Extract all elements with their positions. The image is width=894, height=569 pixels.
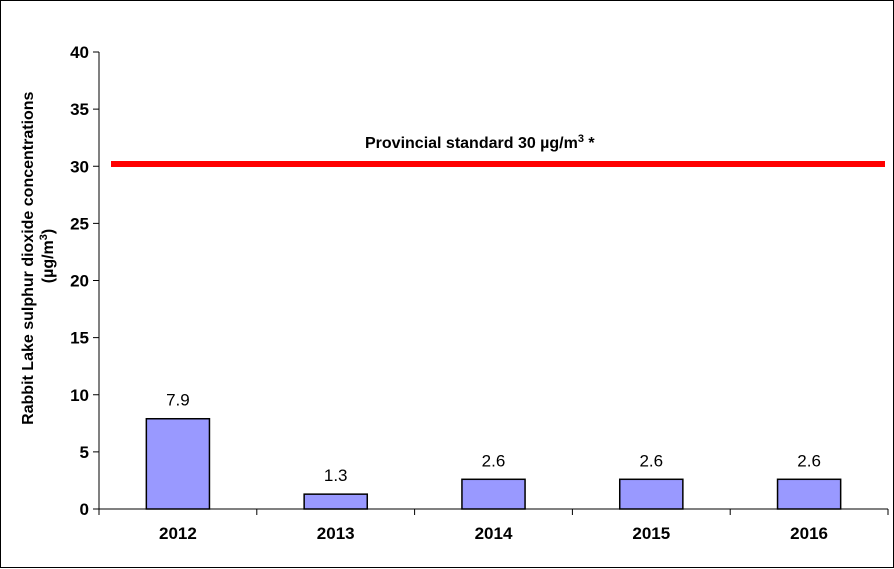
x-axis: 2012 2013 2014 2015 2016 xyxy=(98,508,889,543)
data-label: 2.6 xyxy=(797,451,821,470)
reference-line-label-suffix: * xyxy=(584,135,595,152)
reference-line-label-text: Provincial standard 30 µg/m xyxy=(365,135,578,152)
y-tick-label: 15 xyxy=(70,329,89,348)
bar xyxy=(145,417,211,510)
y-tick-label: 30 xyxy=(70,157,89,176)
bar xyxy=(776,478,842,510)
y-axis-title-unit: (µg/m xyxy=(40,240,57,283)
data-label: 7.9 xyxy=(166,391,190,410)
bar xyxy=(303,493,369,510)
y-tick-label: 20 xyxy=(70,272,89,291)
x-tick-label: 2015 xyxy=(632,524,670,543)
y-axis: 0 5 10 15 20 25 30 35 40 xyxy=(70,43,100,519)
y-axis-title-unit-exponent: 3 xyxy=(38,234,50,240)
y-tick-label: 40 xyxy=(70,43,89,62)
y-tick-label: 5 xyxy=(80,443,89,462)
y-tick-label: 0 xyxy=(80,500,89,519)
y-axis-title-line1: Rabbit Lake sulphur dioxide concentratio… xyxy=(20,91,37,424)
data-label: 1.3 xyxy=(324,466,348,485)
bar xyxy=(461,478,526,510)
bars: 7.9 1.3 2.6 2.6 2.6 xyxy=(145,391,842,510)
y-axis-title: Rabbit Lake sulphur dioxide concentratio… xyxy=(20,87,57,425)
bar xyxy=(618,478,684,510)
reference-line-label-exponent: 3 xyxy=(578,133,584,145)
reference-line-label: Provincial standard 30 µg/m3 * xyxy=(365,133,595,152)
x-tick-label: 2016 xyxy=(790,524,828,543)
x-tick-label: 2012 xyxy=(159,524,197,543)
data-label: 2.6 xyxy=(639,451,663,470)
y-tick-label: 25 xyxy=(70,214,89,233)
y-axis-title-line2: (µg/m3) xyxy=(38,229,57,283)
x-tick-label: 2014 xyxy=(475,524,513,543)
reference-line-group: Provincial standard 30 µg/m3 * xyxy=(111,133,885,167)
y-tick-label: 35 xyxy=(70,100,89,119)
y-axis-title-unit-close: ) xyxy=(40,229,57,234)
y-tick-label: 10 xyxy=(70,386,89,405)
data-label: 2.6 xyxy=(482,451,506,470)
x-tick-label: 2013 xyxy=(317,524,355,543)
